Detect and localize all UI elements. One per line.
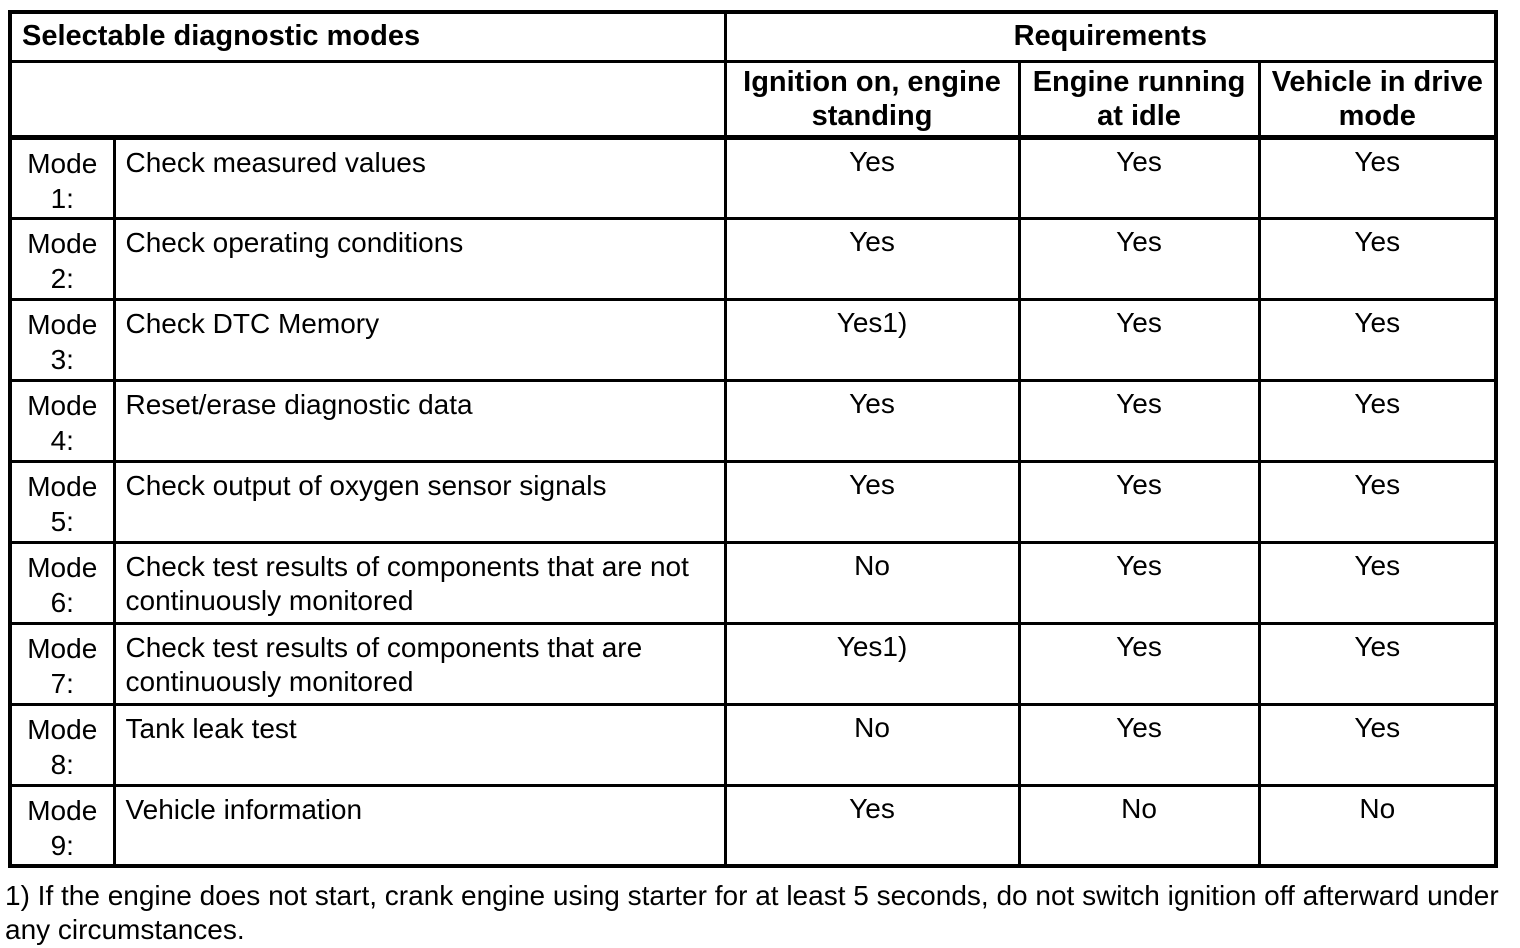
column-header-drive-mode: Vehicle in drive mode [1257,59,1498,140]
table-row-mode-3: Mode 3: Check DTC Memory Yes1) Yes Yes [8,297,1498,382]
requirements-group-header: Requirements [723,10,1498,63]
requirement-ignition-cell: Yes1) [723,297,1021,382]
requirement-drive-cell: Yes [1257,135,1498,220]
requirement-ignition-cell: Yes [723,378,1021,463]
mode-label: Mode [27,308,98,340]
mode-cell: Mode 9: [8,783,116,868]
mode-cell: Mode 5: [8,459,116,544]
description-cell: Check measured values [112,135,727,220]
description-cell: Check operating conditions [112,216,727,301]
requirement-drive-cell: Yes [1257,540,1498,625]
mode-label: Mode [27,147,98,179]
table-row-mode-9: Mode 9: Vehicle information Yes No No [8,783,1498,868]
requirement-idle-cell: Yes [1017,135,1261,220]
table-row-mode-6: Mode 6: Check test results of components… [8,540,1498,625]
mode-label: Mode [27,470,98,502]
mode-number: 9: [50,829,74,861]
mode-number: 6: [50,586,74,618]
requirement-idle-cell: Yes [1017,702,1261,787]
mode-cell: Mode 7: [8,621,116,706]
requirement-idle-cell: Yes [1017,297,1261,382]
description-cell: Check DTC Memory [112,297,727,382]
requirement-ignition-cell: Yes [723,459,1021,544]
requirement-ignition-cell: Yes1) [723,621,1021,706]
table-row-mode-4: Mode 4: Reset/erase diagnostic data Yes … [8,378,1498,463]
table-row-mode-1: Mode 1: Check measured values Yes Yes Ye… [8,135,1498,220]
mode-label: Mode [27,551,98,583]
requirement-idle-cell: No [1017,783,1261,868]
requirement-drive-cell: Yes [1257,459,1498,544]
description-cell: Vehicle information [112,783,727,868]
mode-cell: Mode 2: [8,216,116,301]
requirement-idle-cell: Yes [1017,378,1261,463]
mode-cell: Mode 6: [8,540,116,625]
footnote: 1) If the engine does not start, crank e… [5,880,1499,946]
requirement-ignition-cell: Yes [723,216,1021,301]
column-header-ignition-on: Ignition on, engine standing [723,59,1021,140]
requirement-drive-cell: Yes [1257,621,1498,706]
table-group-header-row: Selectable diagnostic modes Requirements [8,10,1498,63]
requirement-drive-cell: Yes [1257,297,1498,382]
mode-number: 4: [50,424,74,456]
table-row-mode-5: Mode 5: Check output of oxygen sensor si… [8,459,1498,544]
requirement-drive-cell: No [1257,783,1498,868]
requirement-idle-cell: Yes [1017,216,1261,301]
mode-label: Mode [27,389,98,421]
mode-cell: Mode 3: [8,297,116,382]
requirement-ignition-cell: Yes [723,135,1021,220]
requirement-drive-cell: Yes [1257,216,1498,301]
left-group-header: Selectable diagnostic modes [8,10,727,63]
mode-number: 8: [50,748,74,780]
table-column-header-row: Ignition on, engine standing Engine runn… [8,59,1498,140]
column-header-engine-idle: Engine running at idle [1017,59,1261,140]
mode-number: 7: [50,667,74,699]
requirement-idle-cell: Yes [1017,621,1261,706]
requirement-ignition-cell: Yes [723,783,1021,868]
requirement-ignition-cell: No [723,540,1021,625]
mode-cell: Mode 4: [8,378,116,463]
mode-number: 2: [50,262,74,294]
description-cell: Tank leak test [112,702,727,787]
requirement-idle-cell: Yes [1017,540,1261,625]
mode-label: Mode [27,227,98,259]
mode-cell: Mode 1: [8,135,116,220]
requirement-idle-cell: Yes [1017,459,1261,544]
description-cell: Check test results of components that ar… [112,540,727,625]
mode-number: 5: [50,505,74,537]
mode-cell: Mode 8: [8,702,116,787]
diagnostic-modes-table: Selectable diagnostic modes Requirements… [8,10,1499,869]
table-row-mode-7: Mode 7: Check test results of components… [8,621,1498,706]
mode-label: Mode [27,632,98,664]
requirement-drive-cell: Yes [1257,702,1498,787]
table-row-mode-2: Mode 2: Check operating conditions Yes Y… [8,216,1498,301]
mode-number: 3: [50,343,74,375]
table-row-mode-8: Mode 8: Tank leak test No Yes Yes [8,702,1498,787]
description-cell: Reset/erase diagnostic data [112,378,727,463]
mode-label: Mode [27,713,98,745]
mode-label: Mode [27,794,98,826]
description-cell: Check output of oxygen sensor signals [112,459,727,544]
requirement-drive-cell: Yes [1257,378,1498,463]
empty-header-cell [8,59,727,140]
description-cell: Check test results of components that ar… [112,621,727,706]
mode-number: 1: [50,182,74,214]
requirement-ignition-cell: No [723,702,1021,787]
